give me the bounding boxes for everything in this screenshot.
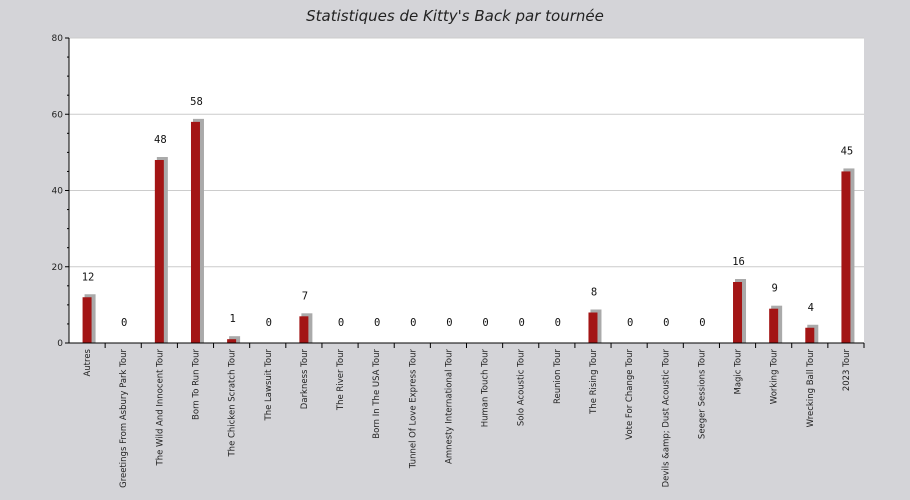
bar	[299, 316, 309, 343]
x-tick-label: Working Tour	[770, 348, 780, 404]
x-tick-label: Tunnel Of Love Express Tour	[408, 349, 418, 470]
x-tick-label: 2023 Tour	[842, 349, 852, 392]
x-tick-label: Seeger Sessions Tour	[697, 349, 707, 440]
data-label: 0	[663, 317, 669, 329]
x-tick-label: Solo Acoustic Tour	[517, 349, 527, 427]
y-tick-label: 80	[52, 34, 64, 44]
x-tick-label: Amnesty International Tour	[444, 349, 454, 464]
bar	[841, 171, 851, 343]
x-tick-label: Reunion Tour	[553, 349, 563, 405]
data-label: 8	[591, 287, 597, 299]
x-tick-label: Autres	[83, 348, 93, 376]
x-tick-label: The Wild And Innocent Tour	[155, 349, 165, 467]
data-label: 16	[732, 256, 745, 268]
x-tick-label: Born In The USA Tour	[372, 349, 382, 439]
bar	[82, 297, 92, 343]
data-label: 0	[410, 317, 416, 329]
x-tick-label: Wrecking Ball Tour	[806, 349, 816, 428]
x-tick-label: The Rising Tour	[589, 349, 599, 415]
labels: 12 Autres 0 Greetings From Asbury Park Tour…	[82, 96, 854, 488]
data-label: 0	[482, 317, 488, 329]
data-label: 0	[266, 317, 272, 329]
data-label: 0	[121, 317, 127, 329]
x-tick-label: The River Tour	[336, 349, 346, 412]
data-label: 0	[627, 317, 633, 329]
x-tick-label: Human Touch Tour	[481, 349, 491, 428]
data-label: 0	[699, 317, 705, 329]
data-label: 9	[771, 283, 777, 295]
data-label: 0	[374, 317, 380, 329]
y-tick-label: 20	[52, 263, 64, 273]
data-label: 58	[190, 96, 203, 108]
bar	[227, 339, 237, 343]
bar	[733, 282, 743, 343]
data-label: 48	[154, 134, 167, 146]
x-tick-label: Darkness Tour	[300, 349, 310, 410]
x-tick-label: Magic Tour	[734, 349, 744, 395]
data-label: 7	[302, 290, 308, 302]
chart-title: Statistiques de Kitty's Back par tournée	[306, 7, 604, 25]
data-label: 0	[555, 317, 561, 329]
x-tick-label: Born To Run Tour	[191, 349, 201, 420]
x-tick-label: Vote For Change Tour	[625, 349, 635, 440]
bar	[769, 308, 779, 343]
data-label: 1	[229, 313, 235, 325]
x-tick-label: Devils &amp; Dust Acoustic Tour	[661, 348, 671, 487]
data-label: 45	[841, 145, 854, 157]
bars	[82, 118, 855, 343]
y-tick-label: 60	[52, 110, 64, 120]
y-tick-label: 40	[52, 187, 64, 197]
data-label: 0	[519, 317, 525, 329]
bar	[154, 160, 164, 343]
bar	[588, 312, 598, 343]
bar	[805, 327, 815, 343]
x-tick-label: The Lawsuit Tour	[264, 348, 274, 421]
data-label: 12	[82, 271, 95, 283]
bar	[190, 121, 200, 343]
data-label: 0	[338, 317, 344, 329]
x-tick-label: Greetings From Asbury Park Tour	[119, 349, 129, 488]
data-label: 0	[446, 317, 452, 329]
y-tick-label: 0	[57, 339, 63, 349]
x-tick-label: The Chicken Scratch Tour	[228, 349, 238, 458]
data-label: 4	[808, 302, 814, 314]
